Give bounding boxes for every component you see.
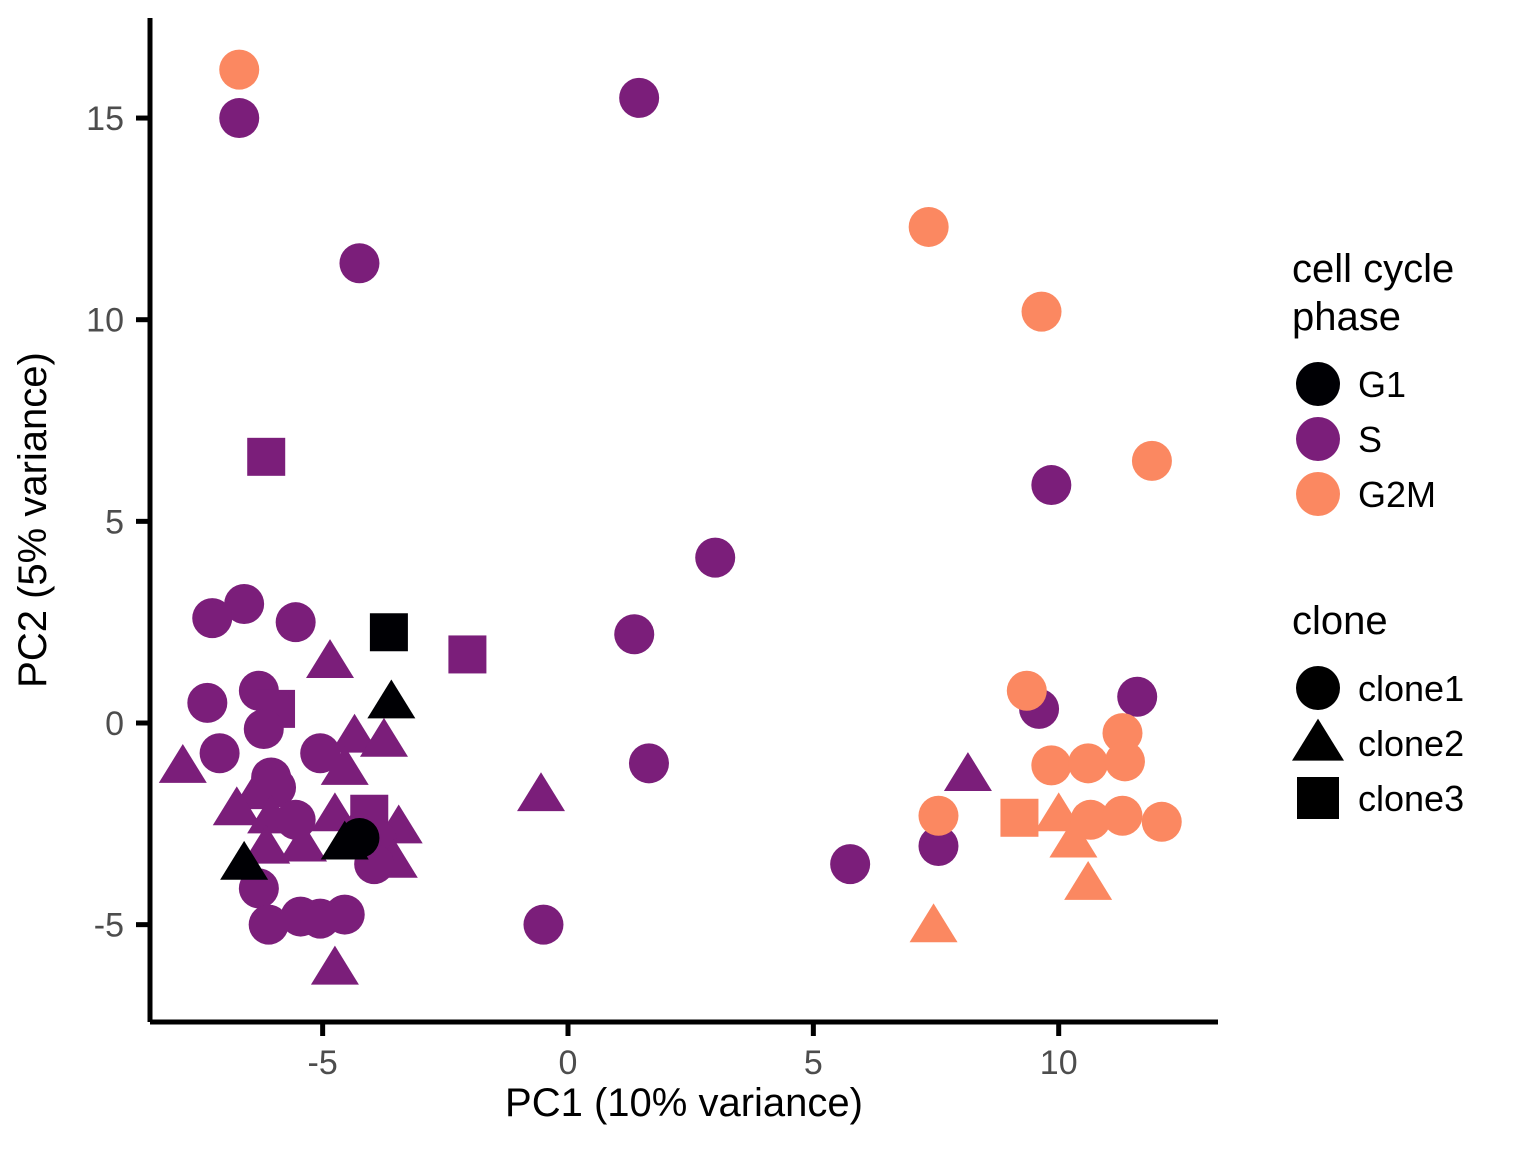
legend-key-G2M — [1296, 472, 1340, 516]
data-point-S-clone1 — [243, 709, 284, 750]
data-point-S-clone1 — [256, 767, 297, 808]
y-tick-label: 15 — [86, 100, 124, 138]
data-point-G2M-clone1 — [1021, 291, 1062, 332]
legend-label-clone3: clone3 — [1358, 778, 1464, 819]
data-point-G2M-clone3 — [1000, 798, 1039, 837]
data-point-S-clone1 — [275, 602, 316, 643]
data-point-S-clone1 — [695, 537, 736, 578]
legend-title-cell-cycle-phase: cell cycle — [1292, 247, 1454, 291]
data-point-S-clone3 — [448, 635, 487, 674]
x-tick-label: -5 — [308, 1044, 338, 1082]
y-tick-label: 5 — [105, 503, 124, 541]
data-point-S-clone2 — [242, 824, 291, 864]
legend-key-S — [1296, 417, 1340, 461]
data-point-S-clone2 — [330, 713, 379, 753]
data-point-S-clone1 — [300, 733, 341, 774]
x-tick-label: 10 — [1040, 1044, 1078, 1082]
data-point-G2M-clone1 — [908, 206, 949, 247]
data-point-S-clone1 — [918, 826, 959, 867]
data-point-S-clone1 — [523, 904, 564, 945]
data-point-S-clone1 — [830, 844, 871, 885]
data-point-S-clone2 — [306, 639, 355, 679]
legend-label-S: S — [1358, 419, 1382, 460]
legend-title-cell-cycle-phase: phase — [1292, 295, 1401, 339]
data-point-G1-clone2 — [220, 840, 269, 880]
data-point-S-clone1 — [1031, 465, 1072, 506]
legend-label-clone1: clone1 — [1358, 668, 1464, 709]
data-point-G2M-clone1 — [1031, 745, 1072, 786]
data-point-G2M-clone1 — [1068, 743, 1109, 784]
legend-label-G2M: G2M — [1358, 474, 1436, 515]
legend-label-G1: G1 — [1358, 364, 1406, 405]
data-point-S-clone1 — [192, 598, 233, 639]
legend-key-G1 — [1296, 362, 1340, 406]
y-tick-label: -5 — [94, 907, 124, 945]
data-point-S-clone1 — [1117, 676, 1158, 717]
data-point-S-clone2 — [943, 752, 992, 791]
data-point-S-clone2 — [279, 822, 328, 862]
data-point-G2M-clone1 — [1006, 670, 1047, 711]
data-point-S-clone2 — [517, 772, 566, 812]
y-axis-title: PC2 (5% variance) — [11, 352, 55, 688]
data-point-G2M-clone2 — [909, 903, 958, 943]
plot-panel — [158, 49, 1182, 985]
data-point-G2M-clone1 — [1070, 799, 1111, 840]
data-point-G2M-clone1 — [918, 795, 959, 836]
data-point-G1-clone2 — [367, 679, 416, 719]
legend-key-clone1 — [1296, 666, 1340, 710]
data-point-S-clone1 — [339, 243, 380, 284]
data-point-G2M-clone1 — [1102, 795, 1143, 836]
data-point-G2M-clone2 — [1049, 818, 1098, 858]
x-tick-label: 0 — [559, 1044, 578, 1082]
y-tick-label: 0 — [105, 705, 124, 743]
data-point-G2M-clone1 — [1131, 440, 1172, 481]
data-point-S-clone1 — [614, 614, 655, 655]
data-point-S-clone1 — [324, 894, 365, 935]
data-point-G2M-clone2 — [1064, 860, 1113, 900]
data-point-S-clone2 — [158, 744, 207, 783]
data-point-S-clone2 — [359, 717, 408, 757]
data-point-G2M-clone1 — [1141, 801, 1182, 842]
data-point-S-clone2 — [212, 786, 261, 826]
data-point-G2M-clone1 — [1104, 741, 1145, 782]
data-point-S-clone1 — [219, 98, 260, 139]
data-point-S-clone1 — [199, 733, 240, 774]
data-point-S-clone1 — [224, 584, 265, 625]
data-point-G2M-clone1 — [219, 49, 260, 90]
data-point-G1-clone2 — [320, 820, 369, 860]
axes: -5 0 5 10 -5 0 5 10 15 PC1 (10% variance) PC2 (5% … — [11, 18, 1218, 1125]
data-point-S-clone1 — [628, 743, 669, 784]
legend-label-clone2: clone2 — [1358, 723, 1464, 764]
legend-key-clone2 — [1292, 718, 1344, 761]
data-point-S-clone2 — [310, 945, 359, 985]
data-point-G1-clone3 — [369, 613, 408, 652]
x-tick-label: 5 — [804, 1044, 823, 1082]
legend-title-clone: clone — [1292, 599, 1388, 643]
data-point-S-clone1 — [248, 904, 289, 945]
y-tick-label: 10 — [86, 302, 124, 340]
data-point-S-clone2 — [320, 746, 369, 785]
data-point-S-clone3 — [247, 437, 286, 476]
data-point-S-clone1 — [187, 682, 228, 723]
data-point-S-clone1 — [619, 77, 660, 118]
x-axis-title: PC1 (10% variance) — [505, 1081, 863, 1125]
legend-key-clone3 — [1297, 777, 1339, 819]
